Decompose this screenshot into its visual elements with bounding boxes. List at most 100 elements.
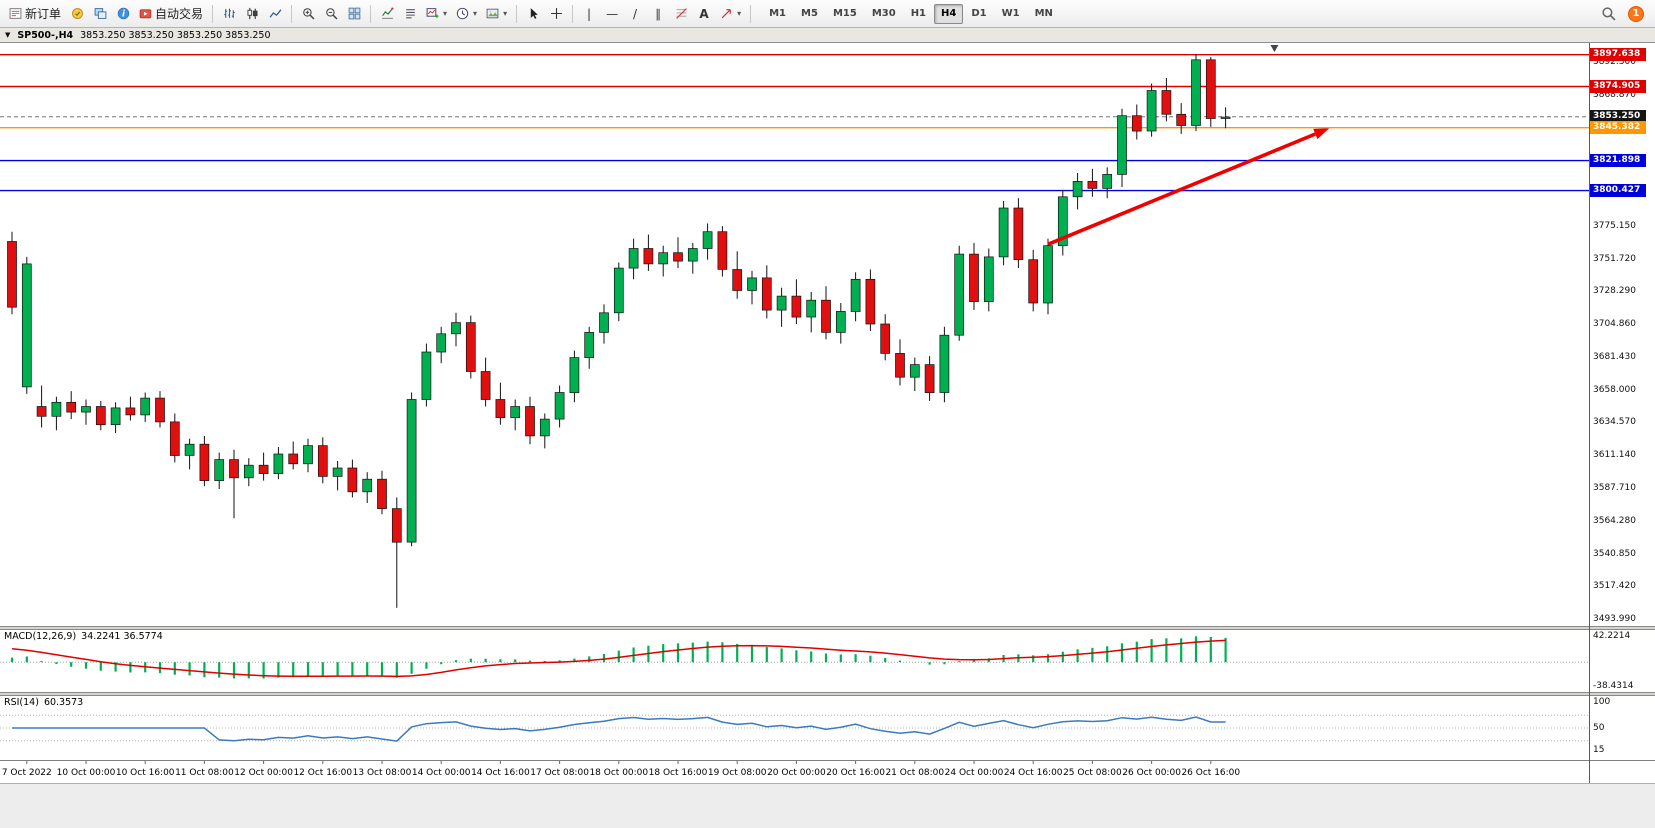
dropdown-arrow-icon: ▾ <box>737 9 742 18</box>
price-axis-label: 3728.290 <box>1593 286 1636 297</box>
trendline-tool-button[interactable]: / <box>624 3 646 25</box>
line-chart-type-button[interactable] <box>264 3 286 25</box>
time-label: 13 Oct 08:00 <box>353 768 412 778</box>
autotrading-button[interactable]: 自动交易 <box>135 3 207 25</box>
clock-icon <box>456 7 469 20</box>
price-tag-3874.905: 3874.905 <box>1590 79 1646 93</box>
time-label: 21 Oct 08:00 <box>885 768 944 778</box>
dropdown-arrow-icon: ▾ <box>473 9 478 18</box>
text-tool-icon: A <box>699 6 709 21</box>
panel-separator[interactable] <box>0 692 1655 696</box>
arrow-tool-icon <box>721 9 731 19</box>
time-label: 7 Oct 2022 <box>2 768 52 778</box>
time-label: 12 Oct 16:00 <box>293 768 352 778</box>
bar-chart-type-button[interactable] <box>218 3 240 25</box>
time-label: 26 Oct 16:00 <box>1181 768 1240 778</box>
timeframe-group: M1 M5 M15 M30 H1 H4 D1 W1 MN <box>762 3 1060 24</box>
time-label: 19 Oct 08:00 <box>708 768 767 778</box>
time-axis[interactable]: 7 Oct 2022 10 Oct 00:00 10 Oct 16:00 11 Oct… <box>0 761 1589 783</box>
indicators-icon <box>381 7 393 19</box>
search-icon <box>1602 7 1616 21</box>
time-label: 14 Oct 16:00 <box>471 768 530 778</box>
timeframe-m5[interactable]: M5 <box>801 8 818 19</box>
time-axis-labels: 7 Oct 2022 10 Oct 00:00 10 Oct 16:00 11 Oct… <box>2 761 1240 778</box>
cursor-icon <box>530 8 538 19</box>
info-button[interactable]: i <box>112 3 134 25</box>
timeframe-m15[interactable]: M15 <box>832 8 857 19</box>
macd-chart[interactable] <box>0 630 1589 692</box>
rsi-chart[interactable] <box>0 696 1589 760</box>
time-label: 10 Oct 16:00 <box>116 768 175 778</box>
macd-axis-label: -38.4314 <box>1593 681 1634 692</box>
price-axis-label: 3681.430 <box>1593 351 1636 362</box>
arrows-tool-button[interactable]: ▾ <box>716 3 745 25</box>
price-axis-label: 3587.710 <box>1593 482 1636 493</box>
macd-axis-label: 42.2214 <box>1593 631 1631 642</box>
trendline-icon: / <box>633 6 638 21</box>
periods-button[interactable]: ▾ <box>452 3 481 25</box>
price-chart-panel[interactable] <box>0 43 1589 626</box>
rsi-axis-label: 15 <box>1593 745 1605 756</box>
vertical-line-tool-button[interactable]: | <box>578 3 600 25</box>
objects-list-button[interactable] <box>399 3 421 25</box>
rsi-axis-label: 50 <box>1593 723 1605 733</box>
horizontal-line-tool-button[interactable]: — <box>601 3 623 25</box>
rsi-panel[interactable]: RSI(14) 60.3573 <box>0 696 1589 760</box>
template-image-icon <box>486 8 499 19</box>
time-axis-separator <box>0 760 1655 761</box>
cursor-button[interactable] <box>522 3 544 25</box>
macd-panel[interactable]: MACD(12,26,9) 34.2241 36.5774 <box>0 630 1589 692</box>
timeframe-h4[interactable]: H4 <box>934 3 964 24</box>
new-chart-button[interactable]: ▾ <box>422 3 451 25</box>
axis-border <box>1589 43 1590 783</box>
time-label: 26 Oct 00:00 <box>1122 768 1181 778</box>
chart-windows-button[interactable] <box>89 3 111 25</box>
zoom-out-button[interactable] <box>320 3 342 25</box>
time-label: 17 Oct 08:00 <box>530 768 589 778</box>
search-button[interactable] <box>1597 3 1620 25</box>
time-label: 11 Oct 08:00 <box>175 768 234 778</box>
price-axis-label: 3751.720 <box>1593 253 1636 264</box>
price-axis[interactable]: 3892.3003868.8703845.4403822.0103798.580… <box>1590 43 1655 783</box>
zoom-in-button[interactable] <box>297 3 319 25</box>
chart-symbol-period: SP500-,H4 <box>17 29 74 41</box>
candlestick-icon <box>247 7 258 20</box>
time-label: 24 Oct 16:00 <box>1004 768 1063 778</box>
macd-values: 34.2241 36.5774 <box>81 631 163 642</box>
new-order-button[interactable]: 新订单 <box>5 3 65 25</box>
indicators-button[interactable] <box>376 3 398 25</box>
toolbar-separator <box>516 4 518 23</box>
info-icon: i <box>117 7 129 20</box>
fibonacci-tool-button[interactable] <box>670 3 692 25</box>
chart-title-bar: ▼ SP500-,H4 3853.250 3853.250 3853.250 3… <box>0 28 1655 43</box>
candlestick-type-button[interactable] <box>241 3 263 25</box>
timeframe-mn[interactable]: MN <box>1034 8 1053 19</box>
panel-separator[interactable] <box>0 626 1655 630</box>
price-axis-label: 3658.000 <box>1593 384 1636 395</box>
channel-tool-button[interactable]: ∥ <box>647 3 669 25</box>
timeframe-d1[interactable]: D1 <box>971 8 987 19</box>
rsi-axis-label: 100 <box>1593 697 1611 707</box>
timeframe-h1[interactable]: H1 <box>910 8 927 19</box>
tile-windows-icon <box>348 7 360 20</box>
notification-badge[interactable]: 1 <box>1628 5 1644 22</box>
horizontal-line-icon: — <box>606 6 619 21</box>
toolbar-right: 1 <box>1597 3 1650 25</box>
text-tool-button[interactable]: A <box>693 3 715 25</box>
timeframe-m1[interactable]: M1 <box>769 8 787 19</box>
window-menu-icon[interactable]: ▼ <box>5 31 11 39</box>
chart-shift-marker[interactable] <box>1270 45 1279 52</box>
rsi-line <box>12 716 1226 742</box>
crosshair-button[interactable] <box>545 3 567 25</box>
price-tag-3897.638: 3897.638 <box>1590 48 1646 62</box>
chart-windows-icon <box>94 8 106 19</box>
candlestick-chart[interactable] <box>0 43 1589 626</box>
templates-button[interactable]: ▾ <box>482 3 511 25</box>
status-area <box>0 783 1655 828</box>
time-label: 10 Oct 00:00 <box>57 768 116 778</box>
metaeditor-button[interactable] <box>66 3 88 25</box>
timeframe-w1[interactable]: W1 <box>1001 8 1020 19</box>
tile-windows-button[interactable] <box>343 3 365 25</box>
trend-arrow[interactable] <box>1047 128 1330 246</box>
timeframe-m30[interactable]: M30 <box>871 8 896 19</box>
